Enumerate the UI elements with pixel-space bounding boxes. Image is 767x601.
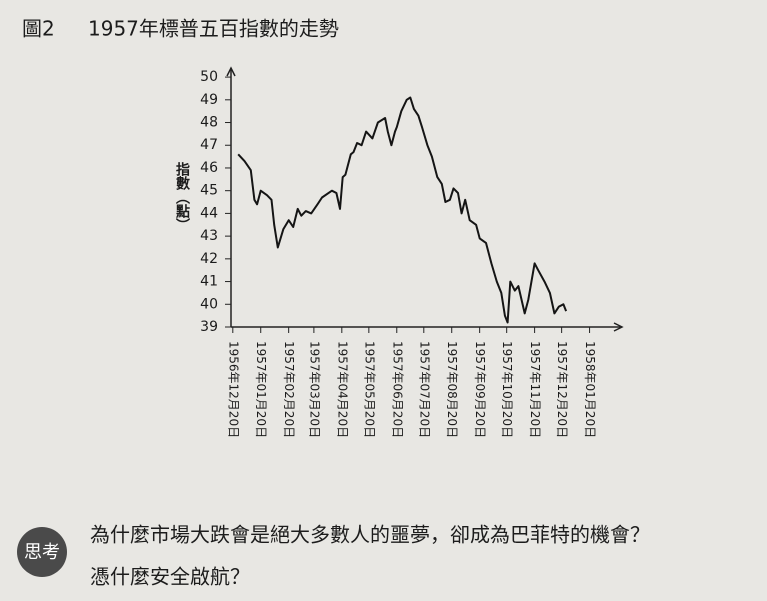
y-tick-label: 49 (200, 92, 218, 108)
y-tick-label: 41 (200, 274, 218, 290)
y-tick-label: 46 (200, 160, 218, 176)
x-tick-label: 1957年06月20日 (390, 341, 404, 438)
y-tick-label: 48 (200, 115, 218, 131)
index-line (237, 96, 568, 324)
x-tick-label: 1958年01月20日 (583, 341, 597, 438)
y-tick-label: 44 (200, 205, 218, 221)
chart-title: 1957年標普五百指數的走勢 (88, 17, 339, 41)
question-line: 為什麼市場大跌會是絕大多數人的噩夢，卻成為巴菲特的機會？ (90, 523, 650, 547)
y-tick-label: 50 (200, 69, 218, 85)
y-tick-label: 42 (200, 251, 218, 267)
x-tick-label: 1957年03月20日 (307, 341, 321, 438)
y-tick-label: 40 (200, 296, 218, 312)
badge (17, 527, 67, 577)
x-axis-arrow (613, 322, 624, 332)
x-tick-label: 1957年12月20日 (555, 341, 569, 438)
x-tick-label: 1957年01月20日 (254, 341, 268, 438)
figure-label: 圖2 (22, 17, 55, 41)
y-tick-label: 39 (200, 319, 218, 335)
x-tick-label: 1956年12月20日 (226, 341, 240, 438)
x-tick-label: 1957年07月20日 (417, 341, 431, 438)
x-tick-label: 1957年08月20日 (445, 341, 459, 438)
x-tick-label: 1957年02月20日 (282, 341, 296, 438)
y-axis-arrow (226, 66, 236, 77)
x-tick-label: 1957年05月20日 (362, 341, 376, 438)
x-tick-label: 1957年09月20日 (473, 341, 487, 438)
y-tick-label: 43 (200, 228, 218, 244)
question-line: 憑什麼安全啟航？ (90, 565, 250, 589)
x-tick-label: 1957年10月20日 (500, 341, 514, 438)
x-tick-label: 1957年11月20日 (528, 341, 542, 438)
y-tick-label: 45 (200, 183, 218, 199)
badge-text: 思考 (24, 542, 60, 563)
y-axis-label: 指數（點） (174, 161, 191, 232)
y-tick-label: 47 (200, 137, 218, 153)
x-tick-label: 1957年04月20日 (335, 341, 349, 438)
